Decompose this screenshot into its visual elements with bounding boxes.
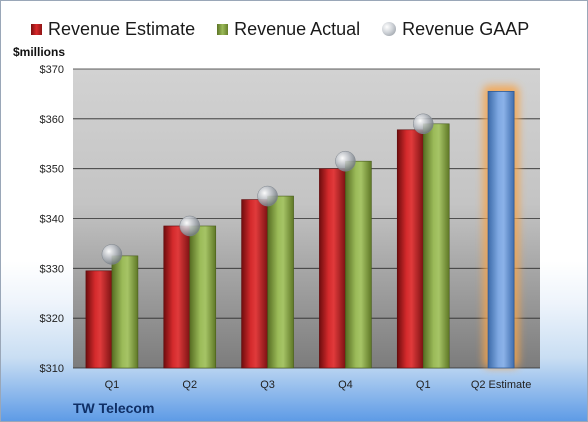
bar-estimate	[241, 199, 268, 369]
bar-actual	[267, 195, 294, 369]
grid-lines	[73, 68, 540, 369]
legend-item-actual: Revenue Actual	[217, 19, 360, 40]
legend-label-actual: Revenue Actual	[234, 18, 361, 39]
y-axis-labels: $310 $320 $330 $340 $350 $360 $370	[40, 64, 64, 375]
gaap-marker	[101, 244, 123, 265]
bar-actual	[111, 255, 139, 369]
legend-label-estimate: Revenue Estimate	[48, 18, 196, 39]
legend-swatch-estimate	[31, 23, 42, 35]
bar-estimate-projection	[487, 91, 515, 369]
y-axis-unit-label: $millions	[13, 45, 66, 59]
x-tick-label: Q1	[416, 379, 431, 391]
x-axis-labels: Q1 Q2 Q3 Q4 Q1 Q2 Estimate	[105, 379, 532, 391]
bars	[85, 85, 520, 369]
y-tick-label: $350	[40, 164, 64, 176]
legend-label-gaap: Revenue GAAP	[402, 18, 530, 39]
gaap-marker	[413, 113, 434, 135]
bar-estimate	[85, 270, 113, 369]
bar-estimate	[163, 225, 191, 369]
legend-item-gaap: Revenue GAAP	[382, 19, 529, 40]
x-tick-label: Q1	[105, 379, 120, 391]
gaap-marker	[335, 150, 356, 172]
x-tick-label: Q2 Estimate	[471, 379, 532, 391]
gaap-marker	[179, 215, 200, 237]
x-tick-label: Q3	[260, 379, 275, 391]
y-tick-label: $360	[40, 114, 64, 126]
y-tick-label: $340	[40, 214, 64, 226]
bar-estimate	[319, 168, 346, 369]
gaap-markers	[101, 113, 434, 265]
legend: Revenue Estimate Revenue Actual Revenue …	[31, 17, 551, 41]
x-tick-label: Q4	[338, 379, 353, 391]
legend-item-estimate: Revenue Estimate	[31, 19, 195, 40]
y-tick-label: $370	[40, 64, 64, 76]
y-tick-label: $310	[40, 363, 64, 375]
legend-swatch-actual	[217, 23, 229, 35]
legend-marker-gaap	[382, 22, 397, 36]
company-name: TW Telecom	[73, 400, 155, 416]
gaap-marker	[257, 185, 278, 207]
bar-actual	[345, 160, 372, 369]
y-tick-label: $320	[40, 313, 64, 325]
bar-actual	[189, 225, 217, 369]
y-tick-label: $330	[40, 263, 64, 275]
x-tick-label: Q2	[182, 379, 197, 391]
bar-estimate	[396, 129, 424, 369]
bar-actual	[422, 123, 450, 369]
